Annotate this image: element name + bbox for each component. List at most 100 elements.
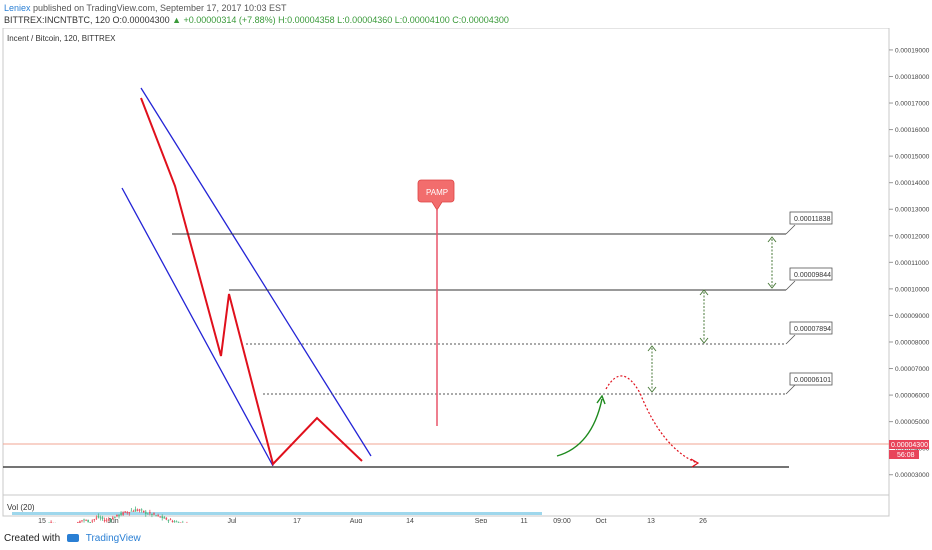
svg-text:0.00006101: 0.00006101 [794,377,831,384]
candle-body [89,521,92,523]
main-pane [2,28,890,496]
candle-body [107,519,110,521]
candle-body [161,516,164,519]
x-tick-label: 13 [647,518,655,523]
candle-body [132,510,135,512]
last-price-value: 0.00004300 [891,442,928,449]
candle-body [114,517,116,519]
candle-body [83,519,85,521]
level-label-1: 0.00011838 [785,211,833,235]
publish-info: published on TradingView.com, September … [30,3,287,13]
forecast-down-arrowhead [690,458,700,468]
chart-frame[interactable]: Vol (20) Incent / Bitcoin, 120, BITTREX … [0,28,932,523]
candle-body [109,519,112,521]
y-tick-label: 0.00018000 [895,74,930,81]
candle-body [155,515,157,517]
x-tick-label: Oct [596,518,607,523]
forecast-up-arrow [556,398,603,457]
tradingview-brand[interactable]: TradingView [85,533,141,544]
y-tick-label: 0.00014000 [895,180,930,187]
candle-body [87,519,89,523]
candle-body [167,520,170,522]
level-label-2: 0.00009844 [785,267,833,291]
y-tick-label: 0.00019000 [895,47,930,54]
x-tick-label: 17 [293,518,301,523]
candle-body [144,511,147,514]
y-tick-label: 0.00013000 [895,207,930,214]
y-axis: 0.00019000 0.00018000 0.00017000 0.00016000… [889,47,930,479]
ohlc-line: BITTREX:INCNTBTC, 120 O:0.00004300 ▲ +0.… [4,15,509,25]
candle-body [126,512,129,514]
candle-body [128,512,131,514]
candle-body [81,520,83,522]
y-tick-label: 0.00008000 [895,339,930,346]
countdown-value: 56:08 [897,452,915,459]
candle-body [112,517,114,520]
candle-body [151,513,153,516]
svg-text:0.00009844: 0.00009844 [794,272,831,279]
candle-body [147,513,149,515]
x-tick-label: 14 [406,518,414,523]
candle-body [79,521,81,523]
price-series [48,506,194,523]
volume-bars [12,512,542,515]
candle-body [77,522,79,523]
level-label-3: 0.00007894 [785,321,833,345]
candle-body [116,514,118,517]
candle-body [134,509,137,512]
wave-pattern-line [140,97,363,466]
candle-body [157,515,159,516]
candle-body [122,512,124,515]
publish-line: Leniex published on TradingView.com, Sep… [4,3,287,13]
svg-text:0.00011838: 0.00011838 [794,216,831,223]
candle-body [101,517,104,519]
svg-text:0.00007894: 0.00007894 [794,326,831,333]
candle-body [85,519,87,521]
pamp-callout [417,179,455,211]
ohlc-open: O:0.00004300 [112,15,170,25]
forecast-down-path [605,375,698,464]
range-markers [651,239,773,390]
forecast-up-arrowhead [596,394,606,405]
candle-body [169,519,172,521]
candle-body [159,516,161,518]
author-link[interactable]: Leniex [4,3,31,13]
candle-body [140,509,143,511]
candle-body [163,517,166,519]
tradingview-logo-icon [66,534,79,543]
channel-lower-line [121,187,274,467]
ticker-symbol: BITTREX:INCNTBTC, 120 [4,15,111,25]
volume-label: Vol (20) [7,503,35,512]
level-label-4: 0.00006101 [785,372,833,395]
y-tick-label: 0.00007000 [895,366,930,373]
candle-body [50,521,52,523]
candle-body [103,519,106,522]
x-axis: 15 Jun Jul 17 Aug 14 Sep 11 09:00 Oct 13 26 [38,518,707,523]
x-tick-label: 09:00 [553,518,571,523]
price-change: ▲ +0.00000314 (+7.88%) [172,15,276,25]
ohlc-values: H:0.00004358 L:0.00004360 L:0.00004100 C… [278,15,509,25]
y-tick-label: 0.00011000 [895,260,929,267]
created-with-text: Created with [4,533,61,544]
candle-body [138,509,141,511]
candle-body [142,510,145,513]
candle-body [120,512,122,516]
candle-body [173,521,176,523]
x-tick-label: Jul [228,518,237,523]
candle-body [171,520,174,522]
volume-pane [2,494,890,517]
x-tick-label: 15 [38,518,46,523]
y-tick-label: 0.00009000 [895,313,930,320]
y-tick-label: 0.00005000 [895,419,930,426]
candle-body [118,514,120,517]
x-tick-label: Aug [350,518,363,523]
x-tick-label: Sep [475,518,488,523]
y-tick-label: 0.00012000 [895,233,930,240]
candle-body [95,517,98,519]
y-tick-label: 0.00003000 [895,472,930,479]
last-price-tag [889,440,929,449]
x-tick-label: 26 [699,518,707,523]
candle-body [105,519,108,521]
countdown-tag [889,450,919,459]
y-tick-label: 0.00006000 [895,393,930,400]
